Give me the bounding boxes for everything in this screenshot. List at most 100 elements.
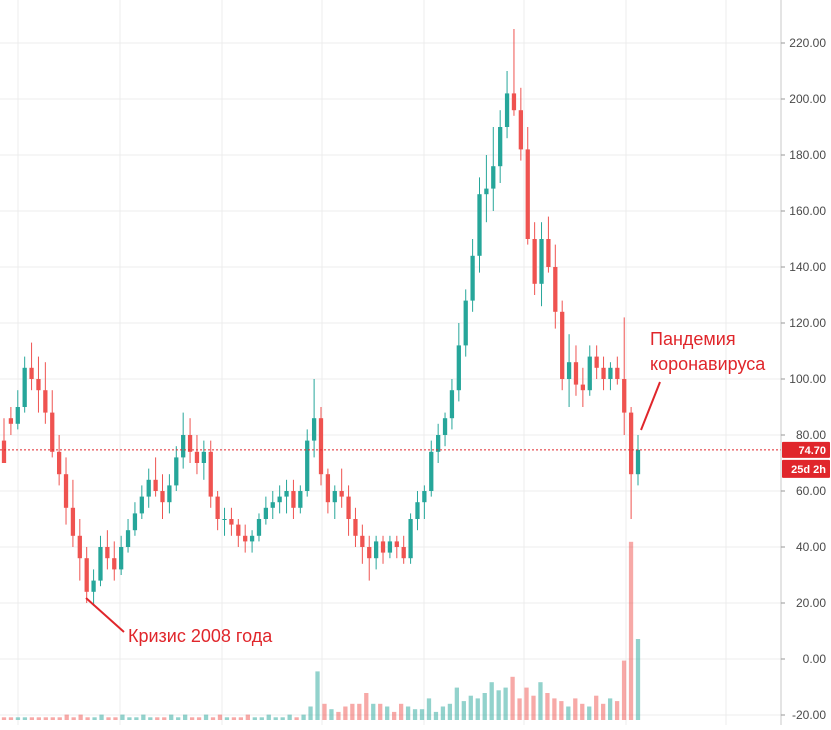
candle-body (243, 535, 248, 542)
volume-bar (36, 717, 41, 720)
candle-body (229, 519, 234, 525)
candle-body (125, 530, 131, 547)
candle-body (360, 535, 365, 547)
candle (194, 435, 200, 475)
candle-body (332, 491, 337, 503)
candle-body (1, 440, 7, 463)
candle (442, 412, 448, 447)
candle-body (380, 541, 386, 553)
candle-body (491, 166, 496, 189)
candle (380, 535, 386, 564)
countdown-tag: 25d 2h (782, 459, 830, 478)
candle (566, 334, 572, 407)
volume-bar (566, 706, 571, 720)
volume-bar (1, 717, 7, 720)
y-tick-label: 0.00 (803, 652, 827, 666)
candle (394, 535, 399, 559)
candle-body (594, 356, 599, 368)
volume-bar (426, 698, 432, 720)
volume-bar (224, 717, 230, 720)
volume-bar (15, 717, 21, 720)
candle (84, 547, 89, 603)
volume-bar (50, 717, 55, 720)
volume-bar (538, 682, 543, 720)
candle (353, 507, 358, 547)
candle-body (615, 367, 620, 379)
volume-bar (134, 717, 139, 720)
candle-body (22, 367, 27, 407)
candle-body (77, 535, 82, 559)
y-tick-label: 100.00 (789, 372, 826, 386)
volume-bar (587, 706, 592, 720)
annotation-label-pandemic-line1: Пандемия (650, 329, 736, 349)
annotation-label-pandemic-line2: коронавируса (650, 354, 766, 374)
candle (201, 440, 206, 480)
candle (291, 479, 296, 519)
y-tick-label: 40.00 (796, 540, 826, 554)
volume-bar (510, 676, 515, 720)
candle (139, 485, 144, 519)
y-tick-label: 120.00 (789, 316, 826, 330)
candle-body (539, 239, 544, 284)
candle-body (463, 300, 468, 346)
candle (415, 491, 420, 531)
volume-bar (196, 717, 202, 720)
candle-body (15, 407, 20, 424)
volume-bar (106, 717, 111, 720)
candle (1, 418, 7, 463)
candle (346, 485, 351, 536)
candle-body (504, 93, 510, 127)
candle (532, 222, 537, 295)
volume-bar (57, 717, 62, 720)
volume-bar (343, 706, 348, 720)
candle (153, 457, 158, 497)
candle-body (560, 311, 565, 379)
candle-body (236, 524, 241, 536)
candle (339, 468, 344, 508)
candle (594, 345, 599, 379)
candle-body (442, 418, 448, 435)
volume-bar (517, 698, 522, 720)
candle-body (98, 547, 103, 581)
candle (125, 519, 131, 553)
volume-bar (78, 714, 83, 720)
candle-body (105, 547, 110, 559)
candle-body (518, 110, 523, 150)
volume-bar (210, 717, 216, 720)
candle (422, 485, 427, 519)
price-candles (1, 29, 641, 606)
volume-bar (405, 706, 411, 720)
volume-bar (8, 717, 14, 720)
candle (146, 468, 151, 508)
candle (601, 356, 606, 391)
candle-body (91, 580, 96, 592)
candle (373, 535, 379, 570)
y-tick-label: 80.00 (796, 428, 826, 442)
candle-body (532, 239, 537, 284)
annotation-label-2008: Кризис 2008 года (128, 626, 273, 646)
candle (63, 457, 69, 525)
volume-bar (573, 698, 578, 720)
candle (325, 468, 331, 514)
candle (181, 412, 186, 469)
volume-bar (266, 714, 271, 720)
candle (491, 127, 496, 211)
volume-bar (238, 717, 244, 720)
candle (243, 524, 248, 553)
volume-bar (120, 714, 125, 720)
volume-bar (64, 714, 69, 720)
volume-bar (433, 711, 439, 720)
volume-bar (273, 717, 278, 720)
candle (456, 323, 461, 402)
candle-body (553, 267, 558, 312)
candle (222, 507, 227, 536)
volume-bar (524, 687, 529, 720)
volume-bar (294, 717, 299, 720)
candle (50, 390, 55, 458)
candle-body (270, 502, 275, 508)
candle-body (305, 440, 310, 491)
volume-bar (169, 714, 174, 720)
countdown-label: 25d 2h (791, 464, 826, 476)
